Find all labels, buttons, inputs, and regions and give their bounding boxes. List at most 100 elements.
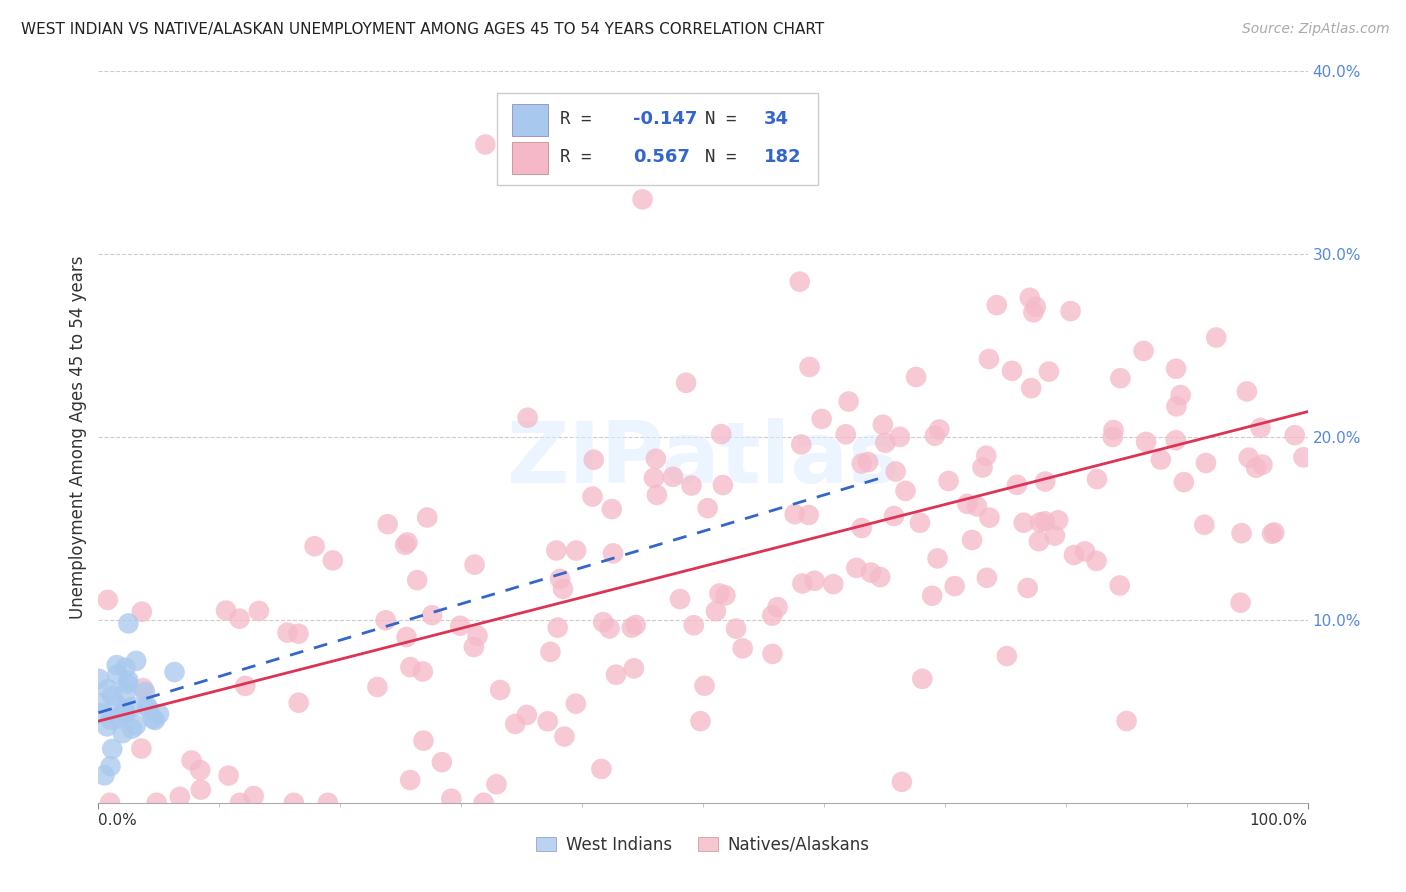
Point xyxy=(394,538,416,552)
Text: 0.567: 0.567 xyxy=(633,148,690,166)
Point xyxy=(148,707,170,722)
Point xyxy=(581,490,603,504)
Point xyxy=(1237,450,1260,465)
Point xyxy=(412,665,434,679)
Point xyxy=(908,516,931,530)
Point xyxy=(1205,330,1227,344)
Point xyxy=(247,604,270,618)
Point xyxy=(142,712,165,726)
Bar xyxy=(512,104,548,136)
Point xyxy=(547,621,569,635)
Point xyxy=(714,588,737,602)
Point xyxy=(582,452,605,467)
Point xyxy=(1230,526,1253,541)
Point xyxy=(283,796,305,810)
Point xyxy=(537,714,560,729)
Point xyxy=(905,370,928,384)
Point xyxy=(1250,421,1272,435)
Text: R =: R = xyxy=(561,148,602,166)
Y-axis label: Unemployment Among Ages 45 to 54 years: Unemployment Among Ages 45 to 54 years xyxy=(69,255,87,619)
Point xyxy=(731,641,754,656)
Point xyxy=(792,576,814,591)
Point xyxy=(1236,384,1258,399)
Point xyxy=(136,698,159,713)
Point xyxy=(669,592,692,607)
Point xyxy=(125,718,148,732)
Point xyxy=(704,604,727,618)
Point xyxy=(851,521,873,535)
Point xyxy=(761,647,783,661)
Point xyxy=(101,689,124,703)
Point xyxy=(1170,388,1192,402)
Point xyxy=(711,478,734,492)
Point xyxy=(114,703,136,717)
Point xyxy=(1229,596,1251,610)
Point xyxy=(761,608,783,623)
Text: ZIPatlas: ZIPatlas xyxy=(506,417,900,500)
Point xyxy=(117,616,139,631)
Point xyxy=(551,582,574,596)
Point xyxy=(97,681,120,696)
Point xyxy=(1085,472,1108,486)
Point xyxy=(790,437,813,451)
Point xyxy=(1022,305,1045,319)
Point xyxy=(1018,291,1040,305)
Point xyxy=(516,410,538,425)
Point xyxy=(377,517,399,532)
Point xyxy=(1063,548,1085,562)
Point xyxy=(884,465,907,479)
Point xyxy=(1029,516,1052,530)
Point xyxy=(986,298,1008,312)
Point xyxy=(131,741,153,756)
Point xyxy=(1074,544,1097,558)
Point xyxy=(859,566,882,580)
Point xyxy=(1109,371,1132,385)
Text: Source: ZipAtlas.com: Source: ZipAtlas.com xyxy=(1241,22,1389,37)
Point xyxy=(974,449,997,463)
Point xyxy=(406,573,429,587)
Point xyxy=(1033,475,1056,489)
Point xyxy=(1102,423,1125,437)
Point xyxy=(399,660,422,674)
Point xyxy=(90,706,112,721)
Point xyxy=(838,394,860,409)
Point xyxy=(287,696,309,710)
Point xyxy=(643,471,665,485)
Point xyxy=(960,533,983,547)
Point xyxy=(1001,364,1024,378)
Point xyxy=(190,782,212,797)
Point xyxy=(927,551,949,566)
Point xyxy=(976,571,998,585)
Point xyxy=(138,702,160,716)
Point xyxy=(1164,361,1187,376)
Point xyxy=(1261,526,1284,541)
Point xyxy=(548,572,571,586)
Point xyxy=(489,683,512,698)
Point xyxy=(287,626,309,640)
Text: 34: 34 xyxy=(763,110,789,128)
Point xyxy=(449,619,471,633)
Point xyxy=(107,711,129,725)
Point xyxy=(1135,434,1157,449)
Point xyxy=(644,451,666,466)
Point xyxy=(966,500,988,514)
Point xyxy=(810,412,832,426)
Point xyxy=(605,667,627,681)
Point xyxy=(783,507,806,521)
Point xyxy=(125,654,148,668)
Point xyxy=(169,789,191,804)
Point xyxy=(1115,714,1137,728)
Point xyxy=(180,754,202,768)
Point xyxy=(693,679,716,693)
Point xyxy=(538,645,561,659)
Point xyxy=(98,796,121,810)
Point xyxy=(709,586,731,600)
Point xyxy=(911,672,934,686)
Point xyxy=(316,796,339,810)
Point xyxy=(1150,452,1173,467)
Point xyxy=(111,706,134,721)
Point xyxy=(87,672,110,686)
Point xyxy=(420,608,443,623)
Point xyxy=(675,376,697,390)
Point xyxy=(440,791,463,805)
